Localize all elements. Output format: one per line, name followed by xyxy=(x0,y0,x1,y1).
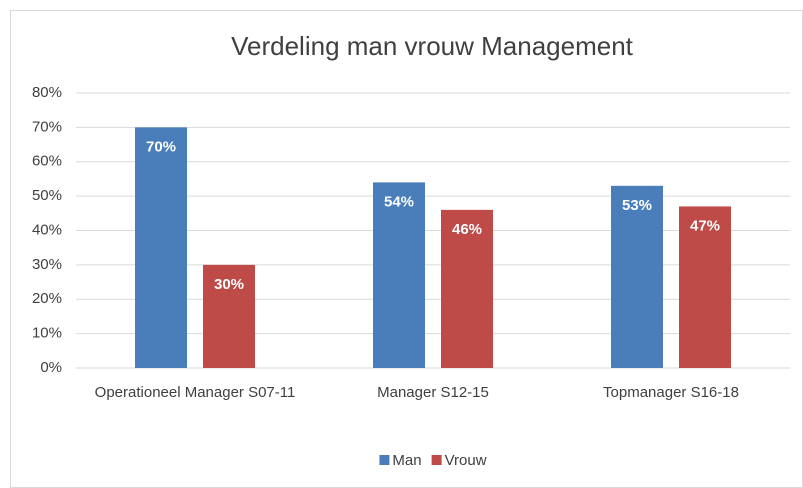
y-tick-label: 70% xyxy=(32,118,62,135)
bar xyxy=(135,127,187,368)
y-tick-label: 20% xyxy=(32,290,62,307)
x-tick-label: Operationeel Manager S07-11 xyxy=(95,384,296,401)
y-tick-label: 80% xyxy=(32,84,62,101)
bar xyxy=(203,264,255,368)
y-tick-label: 40% xyxy=(32,221,62,238)
data-label: 70% xyxy=(146,138,176,155)
data-label: 30% xyxy=(214,276,244,293)
y-tick-label: 10% xyxy=(32,325,62,342)
bar xyxy=(679,206,731,368)
chart-title: Verdeling man vrouw Management xyxy=(231,31,634,61)
data-label: 47% xyxy=(690,217,720,234)
legend-swatch xyxy=(379,455,390,465)
legend: Man Vrouw xyxy=(379,452,487,469)
legend-label: Vrouw xyxy=(445,452,487,469)
y-tick-label: 50% xyxy=(32,187,62,204)
bar xyxy=(441,209,493,368)
y-tick-label: 30% xyxy=(32,256,62,273)
x-tick-label: Topmanager S16-18 xyxy=(603,384,739,401)
data-label: 53% xyxy=(622,197,652,214)
data-label: 54% xyxy=(384,193,414,210)
y-tick-label: 0% xyxy=(40,359,62,376)
x-tick-label: Manager S12-15 xyxy=(377,384,489,401)
data-label: 46% xyxy=(452,221,482,238)
legend-swatch xyxy=(431,455,442,465)
y-tick-label: 60% xyxy=(32,153,62,170)
legend-label: Man xyxy=(392,452,421,469)
bar xyxy=(373,182,425,368)
bar xyxy=(611,185,663,368)
